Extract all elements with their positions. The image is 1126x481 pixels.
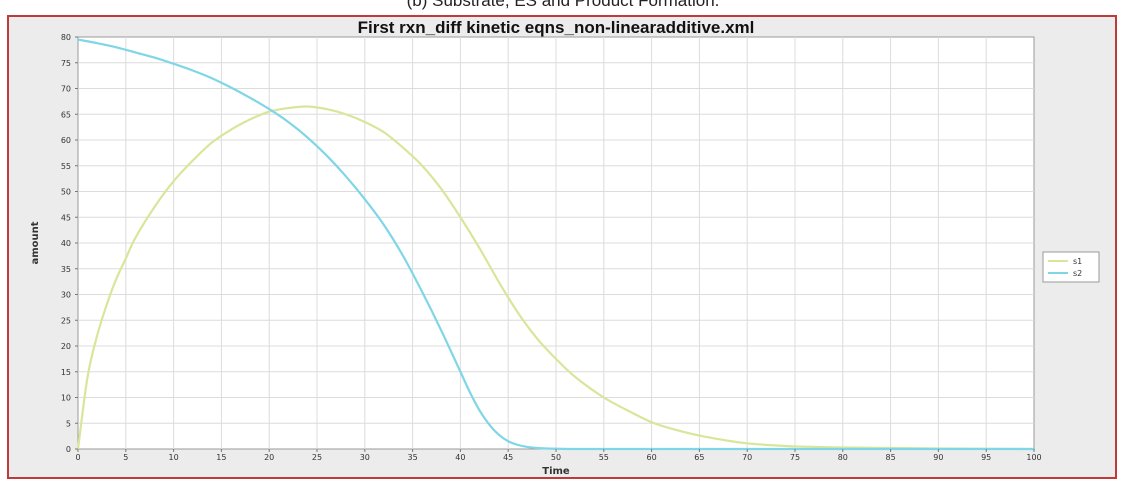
y-tick-label: 65 [61,110,71,119]
x-tick-label: 65 [694,453,704,462]
y-tick-label: 35 [61,265,71,274]
x-tick-label: 20 [264,453,274,462]
x-tick-label: 5 [123,453,128,462]
y-tick-label: 25 [61,316,71,325]
y-axis-label: amount [30,221,41,264]
x-axis-label: Time [542,466,570,477]
y-tick-label: 50 [61,188,71,197]
y-tick-label: 80 [61,33,71,42]
tick-labels: 0 5 10 15 20 25 30 35 40 45 50 55 60 65 70 75 80 85 90 95 10… [61,33,1042,462]
legend-label-s2: s2 [1073,269,1082,278]
y-tick-label: 55 [61,162,71,171]
y-tick-label: 20 [61,342,71,351]
series-lines [76,38,1036,451]
y-tick-label: 70 [61,85,71,94]
y-tick-label: 75 [61,59,71,68]
x-tick-label: 90 [933,453,943,462]
x-tick-label: 15 [216,453,226,462]
x-tick-label: 95 [981,453,991,462]
chart-title: First rxn_diff kinetic eqns_non-linearad… [358,18,755,37]
x-tick-label: 55 [599,453,609,462]
x-tick-label: 45 [503,453,513,462]
x-tick-label: 85 [886,453,896,462]
y-tick-label: 30 [61,291,71,300]
grid-lines [78,37,1034,449]
y-tick-label: 40 [61,239,71,248]
x-tick-label: 100 [1026,453,1041,462]
legend-label-s1: s1 [1073,257,1082,266]
x-tick-label: 70 [742,453,752,462]
x-tick-label: 50 [551,453,561,462]
x-tick-label: 40 [455,453,465,462]
legend: s1 s2 [1042,251,1100,283]
legend-box [1042,251,1100,283]
x-tick-label: 60 [647,453,657,462]
x-tick-label: 35 [408,453,418,462]
x-tick-label: 75 [790,453,800,462]
x-tick-label: 10 [169,453,179,462]
x-tick-label: 0 [75,453,80,462]
series-line-s1 [76,105,1036,451]
y-tick-label: 15 [61,368,71,377]
x-tick-label: 25 [312,453,322,462]
y-tick-label: 60 [61,136,71,145]
y-tick-label: 45 [61,213,71,222]
x-tick-label: 30 [360,453,370,462]
y-tick-label: 10 [61,394,71,403]
series-line-s2 [76,38,1036,451]
y-tick-label: 5 [66,419,71,428]
figure-caption: (b) Substrate, ES and Product Formation. [406,0,720,10]
y-tick-label: 0 [66,445,71,454]
x-tick-label: 80 [838,453,848,462]
